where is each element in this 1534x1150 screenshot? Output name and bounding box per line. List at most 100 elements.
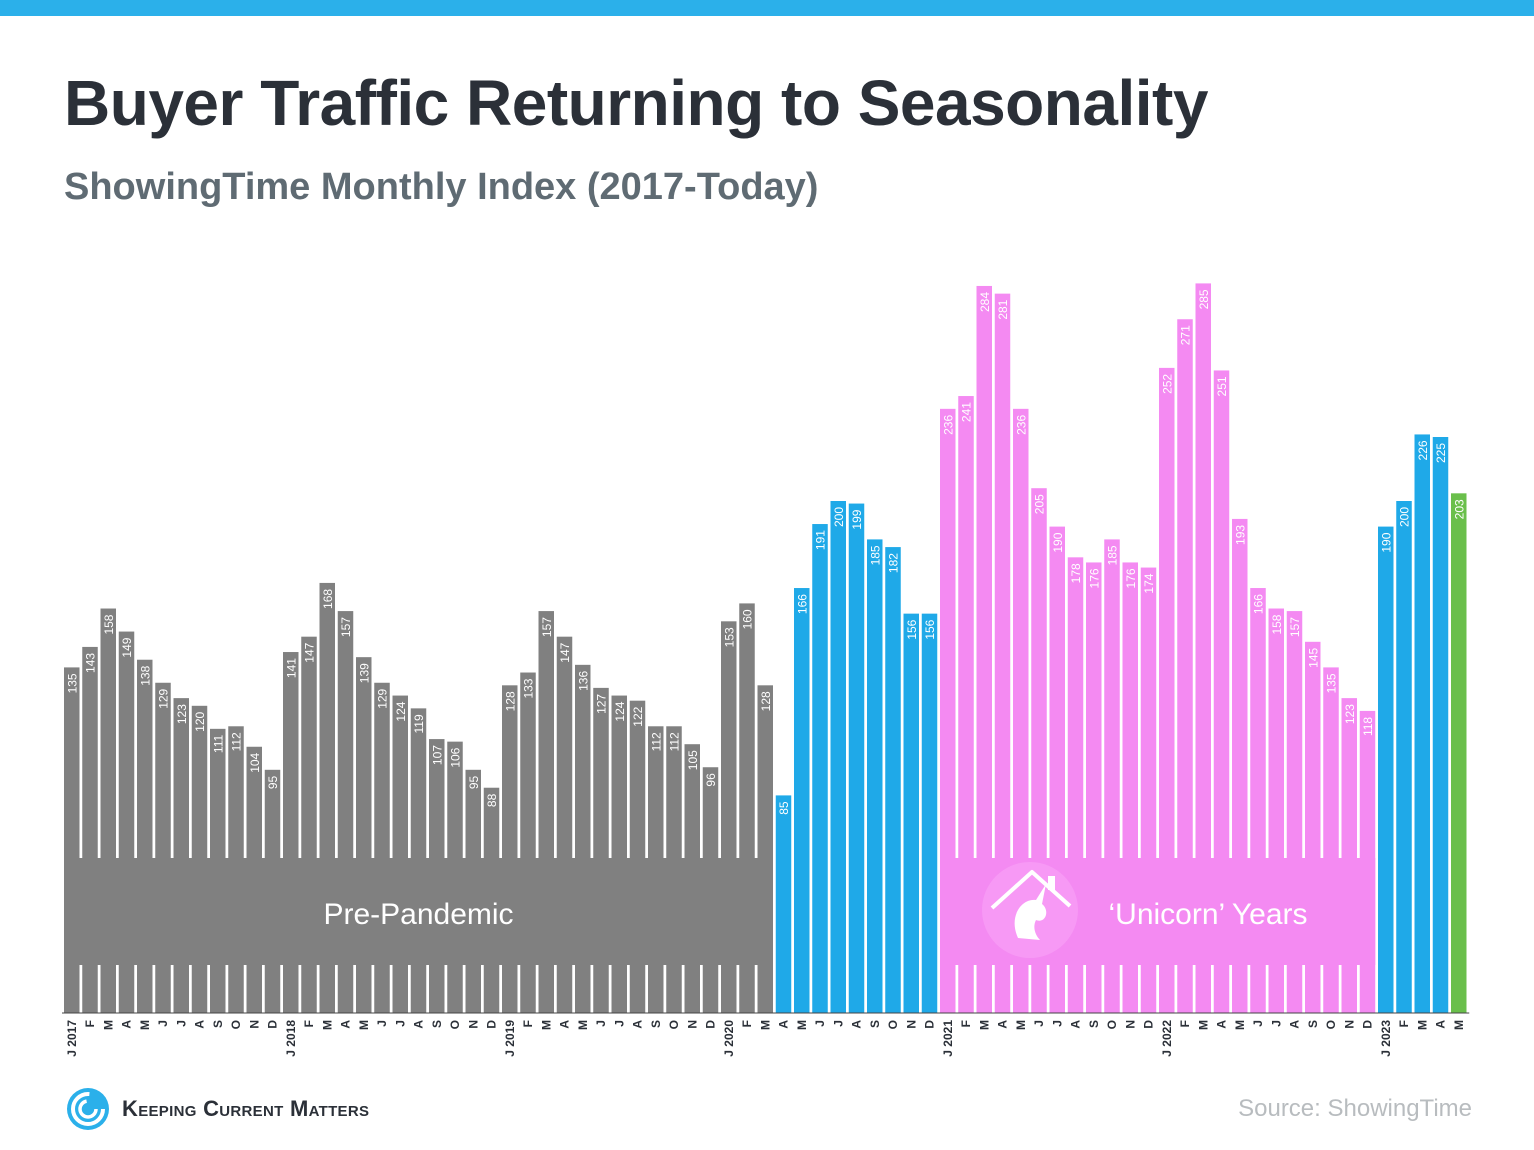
- x-tick-label: A: [631, 1020, 645, 1029]
- value-label: 185: [868, 545, 882, 565]
- bar: [1378, 526, 1394, 1013]
- x-tick-label: J: [156, 1020, 170, 1027]
- bar: [1213, 370, 1230, 1013]
- value-label: 119: [412, 714, 426, 733]
- bar: [1451, 493, 1467, 1013]
- value-label: 112: [649, 732, 663, 751]
- x-tick-label: D: [1361, 1020, 1375, 1029]
- bar: [775, 795, 792, 1013]
- x-tick-label: N: [247, 1020, 261, 1029]
- x-tick-label: J: [594, 1020, 608, 1027]
- x-tick-label: J: [813, 1020, 827, 1027]
- x-tick-label: A: [120, 1020, 134, 1029]
- swirl-logo-icon: [67, 1088, 109, 1130]
- value-label: 156: [923, 619, 937, 639]
- x-tick-label: M: [977, 1020, 991, 1030]
- value-label: 124: [394, 701, 408, 721]
- value-label: 104: [248, 752, 262, 772]
- value-label: 225: [1434, 443, 1448, 463]
- x-tick-label: A: [1434, 1020, 1448, 1029]
- bar: [611, 695, 627, 1013]
- value-label: 149: [120, 637, 134, 657]
- value-label: 176: [1124, 568, 1138, 588]
- x-tick-label: M: [1452, 1020, 1466, 1030]
- value-label: 124: [613, 701, 627, 721]
- x-tick-label: S: [1087, 1020, 1101, 1028]
- bar: [994, 293, 1011, 1013]
- value-label: 166: [1252, 594, 1266, 614]
- x-tick-label: A: [412, 1020, 426, 1029]
- x-tick-label: N: [904, 1020, 918, 1029]
- x-tick-label: O: [1324, 1020, 1338, 1029]
- x-tick-label: M: [138, 1020, 152, 1030]
- x-tick-label: J 2022: [1160, 1020, 1174, 1057]
- value-label: 107: [430, 745, 444, 765]
- x-tick-labels: J 2017 F M A M J J A S O N D J 2018 F M A M J J A S O N D J 2019…: [65, 1020, 1466, 1057]
- value-label: 241: [960, 402, 974, 422]
- x-tick-label: S: [430, 1020, 444, 1028]
- keeping-current-matters-logo: Keeping Current Matters: [66, 1087, 369, 1131]
- value-label: 236: [1014, 415, 1028, 435]
- value-label: 143: [84, 653, 98, 673]
- value-label: 123: [175, 704, 189, 724]
- value-label: 199: [850, 509, 864, 529]
- x-tick-label: S: [211, 1020, 225, 1028]
- x-tick-label: D: [266, 1020, 280, 1029]
- pre-pandemic-label: Pre-Pandemic: [323, 898, 513, 931]
- value-label: 271: [1179, 325, 1193, 345]
- bar: [392, 695, 408, 1013]
- value-label: 135: [65, 673, 79, 693]
- bar: [1414, 434, 1430, 1013]
- x-tick-label: S: [649, 1020, 663, 1028]
- x-tick-label: F: [521, 1020, 535, 1027]
- x-tick-label: M: [1233, 1020, 1247, 1030]
- x-tick-label: M: [101, 1020, 115, 1030]
- x-tick-label: N: [1342, 1020, 1356, 1029]
- bar: [629, 700, 646, 1013]
- value-label: 200: [832, 507, 846, 527]
- bar: [794, 588, 810, 1013]
- value-label: 168: [321, 589, 335, 609]
- x-tick-label: M: [758, 1020, 772, 1030]
- x-tick-label: N: [466, 1020, 480, 1029]
- x-tick-label: J: [1032, 1020, 1046, 1027]
- value-label: 285: [1197, 289, 1211, 309]
- value-label: 158: [102, 614, 116, 634]
- x-tick-label: M: [539, 1020, 553, 1030]
- x-tick-label: A: [1215, 1020, 1229, 1029]
- value-label: 252: [1160, 374, 1174, 394]
- unicorn-house-icon: [982, 862, 1078, 958]
- value-label: 95: [467, 775, 481, 789]
- value-label: 128: [759, 691, 773, 711]
- value-label: 135: [1325, 673, 1339, 693]
- bar: [1195, 283, 1211, 1013]
- value-label: 190: [1379, 532, 1393, 552]
- value-label: 123: [1343, 704, 1357, 724]
- value-label: 106: [449, 747, 463, 767]
- bar: [1177, 319, 1193, 1013]
- value-label: 157: [540, 617, 554, 637]
- x-tick-label: A: [558, 1020, 572, 1029]
- x-tick-label: J 2017: [65, 1020, 79, 1057]
- x-tick-label: J: [1251, 1020, 1265, 1027]
- x-tick-label: N: [1123, 1020, 1137, 1029]
- x-tick-label: S: [868, 1020, 882, 1028]
- value-label: 190: [1051, 532, 1065, 552]
- value-label: 111: [211, 735, 225, 754]
- value-label: 120: [193, 711, 207, 731]
- x-tick-label: A: [339, 1020, 353, 1029]
- x-tick-label: M: [357, 1020, 371, 1030]
- value-label: 145: [1306, 647, 1320, 667]
- value-label: 127: [595, 694, 609, 714]
- x-tick-label: D: [923, 1020, 937, 1029]
- x-tick-label: D: [1142, 1020, 1156, 1029]
- value-label: 166: [795, 594, 809, 614]
- x-tick-label: J: [831, 1020, 845, 1027]
- value-label: 176: [1087, 568, 1101, 588]
- x-tick-label: J: [393, 1020, 407, 1027]
- x-tick-label: A: [996, 1020, 1010, 1029]
- x-tick-label: F: [959, 1020, 973, 1027]
- value-label: 158: [1270, 614, 1284, 634]
- bar: [1396, 501, 1412, 1013]
- value-label: 122: [631, 706, 645, 726]
